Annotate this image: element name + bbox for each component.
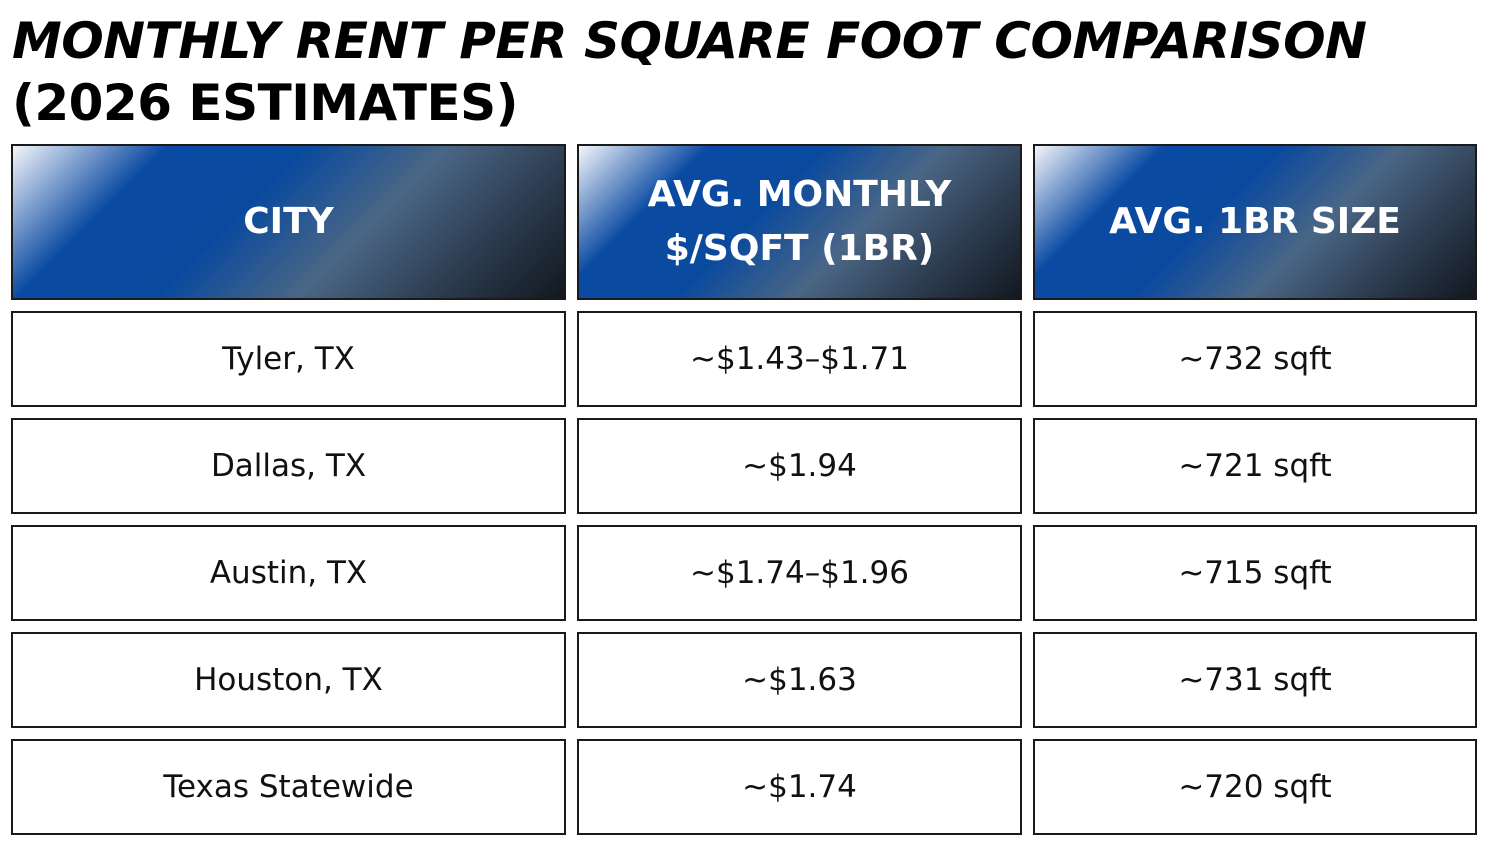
- column-header-price-per-sqft: AVG. MONTHLY $/SQFT (1BR): [577, 144, 1022, 300]
- cell-city: Austin, TX: [11, 525, 566, 621]
- table-row: Dallas, TX ~$1.94 ~721 sqft: [11, 418, 1477, 514]
- cell-price-per-sqft: ~$1.74–$1.96: [577, 525, 1022, 621]
- cell-city: Dallas, TX: [11, 418, 566, 514]
- table-row: Houston, TX ~$1.63 ~731 sqft: [11, 632, 1477, 728]
- cell-size: ~721 sqft: [1033, 418, 1477, 514]
- cell-price-per-sqft: ~$1.94: [577, 418, 1022, 514]
- cell-price-per-sqft: ~$1.43–$1.71: [577, 311, 1022, 407]
- cell-city: Texas Statewide: [11, 739, 566, 835]
- table-row: Tyler, TX ~$1.43–$1.71 ~732 sqft: [11, 311, 1477, 407]
- comparison-table: CITY AVG. MONTHLY $/SQFT (1BR) AVG. 1BR …: [11, 144, 1477, 846]
- chart-title: MONTHLY RENT PER SQUARE FOOT COMPARISON …: [12, 10, 1472, 134]
- cell-size: ~732 sqft: [1033, 311, 1477, 407]
- column-header-city: CITY: [11, 144, 566, 300]
- cell-city: Houston, TX: [11, 632, 566, 728]
- cell-price-per-sqft: ~$1.63: [577, 632, 1022, 728]
- cell-size: ~715 sqft: [1033, 525, 1477, 621]
- table-row: Austin, TX ~$1.74–$1.96 ~715 sqft: [11, 525, 1477, 621]
- cell-price-per-sqft: ~$1.74: [577, 739, 1022, 835]
- cell-city: Tyler, TX: [11, 311, 566, 407]
- cell-size: ~731 sqft: [1033, 632, 1477, 728]
- table-row: Texas Statewide ~$1.74 ~720 sqft: [11, 739, 1477, 835]
- title-line-2: (2026 ESTIMATES): [12, 74, 519, 132]
- table-header-row: CITY AVG. MONTHLY $/SQFT (1BR) AVG. 1BR …: [11, 144, 1477, 300]
- column-header-size: AVG. 1BR SIZE: [1033, 144, 1477, 300]
- cell-size: ~720 sqft: [1033, 739, 1477, 835]
- title-line-1: MONTHLY RENT PER SQUARE FOOT COMPARISON: [12, 12, 1367, 70]
